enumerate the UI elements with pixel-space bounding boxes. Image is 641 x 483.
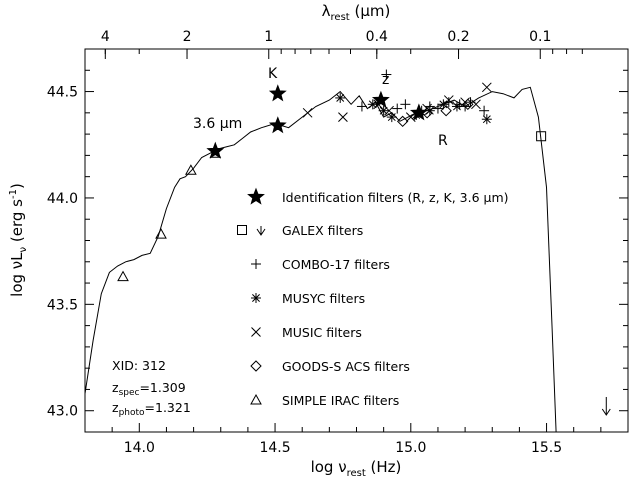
point-triangle-7-0 <box>117 270 129 282</box>
point-star-0-0 <box>206 141 225 159</box>
point-cross-5-6 <box>443 95 454 105</box>
point-cross-5-8 <box>471 99 481 110</box>
point-plus-3-6 <box>432 103 443 114</box>
legend-label-galex: GALEX filters <box>282 223 363 238</box>
y-tick-label: 43.5 <box>47 297 78 313</box>
point-diamond-6-1 <box>421 107 433 119</box>
axis-ticks <box>84 48 629 433</box>
point-triangle-7-3 <box>209 147 222 158</box>
point-asterisk-4-8 <box>481 114 492 125</box>
annotation-3-6-um: 3.6 μm <box>193 116 242 132</box>
sed-model-curve <box>84 86 557 433</box>
legend-label-music: MUSIC filters <box>282 325 362 340</box>
top-tick-label: 4 <box>101 29 110 45</box>
point-diamond-6-3 <box>462 98 474 111</box>
point-arrow-down-2-0 <box>601 396 611 416</box>
x-tick-label: 14.5 <box>259 440 290 456</box>
point-asterisk-4-3 <box>386 112 397 123</box>
point-diamond-6-2 <box>440 104 452 117</box>
point-plus-3-1 <box>381 69 392 80</box>
point-cross-5-4 <box>405 112 416 122</box>
legend-marker-triangle <box>250 393 262 405</box>
point-cross-5-1 <box>338 112 348 122</box>
point-cross-5-0 <box>302 107 313 118</box>
legend: Identification filters (R, z, K, 3.6 μm)… <box>237 187 509 408</box>
legend-marker-plus <box>251 259 261 269</box>
point-asterisk-4-1 <box>367 99 378 110</box>
top-axis-label: λrest (μm) <box>322 2 391 23</box>
top-tick-label: 0.2 <box>447 29 469 45</box>
plot-frame <box>84 48 629 433</box>
top-tick-label: 2 <box>183 29 192 45</box>
point-cross-5-5 <box>422 103 432 114</box>
point-asterisk-4-0 <box>335 92 346 103</box>
point-asterisk-4-7 <box>451 101 462 112</box>
legend-markers <box>237 187 266 405</box>
legend-marker-square <box>237 225 247 235</box>
top-tick-label: 1 <box>264 29 273 45</box>
point-star-0-3 <box>371 90 390 108</box>
tick-labels: 14.0 14.5 15.0 15.5 43.0 43.5 44.0 44.5 4 2 1 0.4 0.… <box>47 29 562 456</box>
point-star-0-2 <box>268 84 287 102</box>
point-star-0-1 <box>268 116 287 134</box>
point-triangle-7-1 <box>155 228 167 239</box>
x-tick-label: 15.5 <box>531 440 562 456</box>
x-tick-label: 15.0 <box>395 440 426 456</box>
y-tick-label: 44.0 <box>47 191 78 207</box>
y-tick-label: 43.0 <box>47 404 78 420</box>
annotation-z: z <box>382 72 389 88</box>
point-triangle-7-2 <box>185 164 197 175</box>
point-diamond-6-0 <box>396 115 409 128</box>
annotation-R: R <box>438 133 448 149</box>
x-axis-label: log νrest (Hz) <box>311 458 402 479</box>
point-plus-3-0 <box>356 101 367 112</box>
legend-marker-diamond <box>250 360 262 372</box>
legend-marker-asterisk <box>251 293 261 303</box>
legend-marker-cross <box>251 327 261 337</box>
legend-label-combo17: COMBO-17 filters <box>282 257 390 272</box>
point-cross-5-9 <box>481 82 492 93</box>
point-cross-5-3 <box>384 105 394 116</box>
point-plus-3-11 <box>479 105 490 116</box>
annotation-K: K <box>268 66 278 82</box>
legend-label-identification: Identification filters (R, z, K, 3.6 μm) <box>282 190 509 205</box>
legend-label-irac: SIMPLE IRAC filters <box>282 393 399 408</box>
point-square-1-0 <box>536 131 547 142</box>
point-plus-3-2 <box>392 103 403 114</box>
legend-marker-star <box>247 187 265 205</box>
y-tick-label: 44.5 <box>47 85 78 101</box>
data-points <box>117 69 611 416</box>
legend-label-goods: GOODS-S ACS filters <box>282 359 410 374</box>
y-axis-label: log νLν (erg s-1) <box>8 183 29 297</box>
z-spec-label: zspec=1.309 <box>112 380 186 398</box>
xid-label: XID: 312 <box>112 358 166 373</box>
legend-marker-arrow <box>256 226 266 236</box>
source-info: XID: 312 zspec=1.309 zphoto=1.321 <box>112 358 191 418</box>
legend-label-musyc: MUSYC filters <box>282 291 365 306</box>
x-tick-label: 14.0 <box>124 440 155 456</box>
z-photo-label: zphoto=1.321 <box>112 400 191 418</box>
top-tick-label: 0.1 <box>529 29 551 45</box>
point-plus-3-3 <box>400 99 411 110</box>
point-cross-5-2 <box>373 99 384 110</box>
point-asterisk-4-2 <box>378 105 389 116</box>
top-tick-label: 0.4 <box>366 29 388 45</box>
